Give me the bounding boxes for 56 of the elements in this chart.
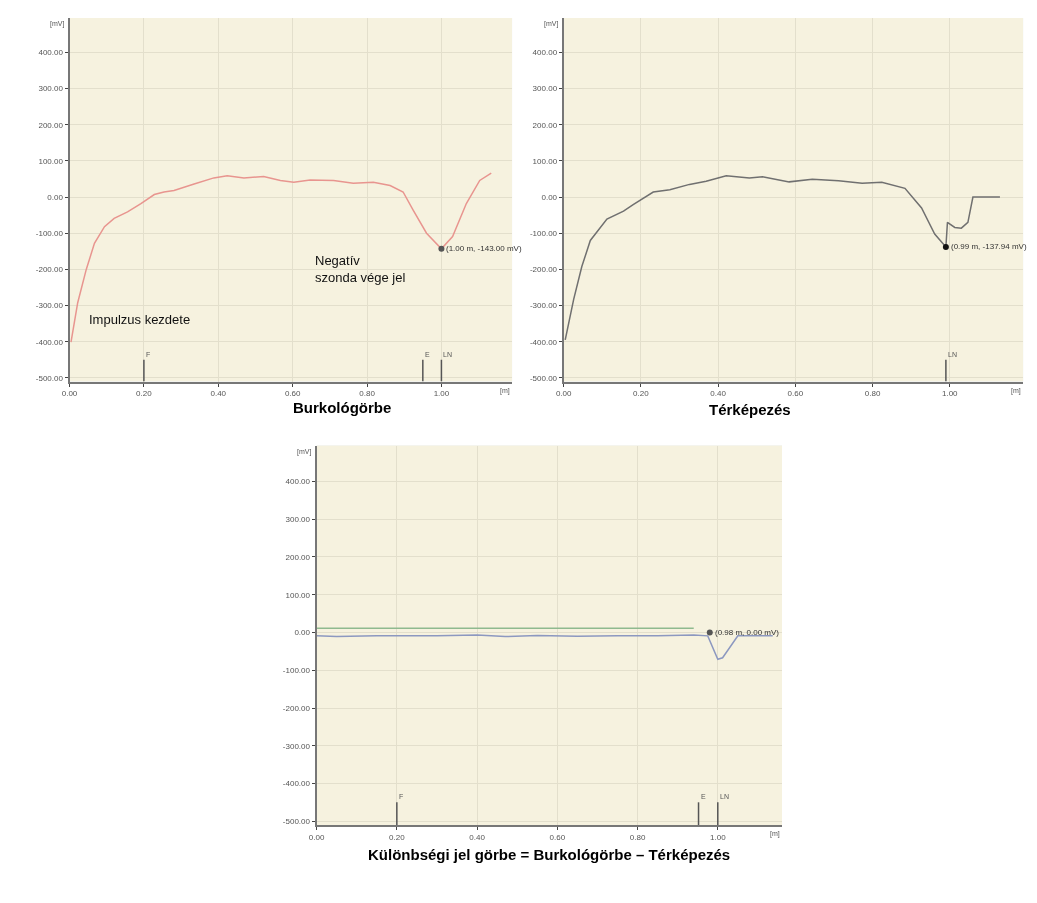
x-tick-label: 0.60: [284, 389, 301, 399]
text: Térképezés: [709, 401, 791, 418]
y-tick-label: 400.00: [38, 48, 64, 58]
x-tick-label: 1.00: [710, 832, 727, 842]
annotation: Negatív szonda vége jel: [315, 253, 406, 285]
y-tick-label: -400.00: [35, 337, 64, 347]
y-tick-label: -300.00: [529, 301, 558, 311]
x-tick-label: 0.60: [787, 389, 804, 399]
x-tick-label: 0.80: [629, 832, 646, 842]
x-tick-label: 0.20: [633, 389, 650, 399]
x-tick-label: 1.00: [433, 389, 450, 399]
x-tick-label: 0.00: [308, 832, 325, 842]
x-tick-label: 0.40: [210, 389, 227, 399]
y-tick-label: 0.00: [47, 192, 64, 202]
x-tick-label: 0.40: [710, 389, 727, 399]
x-tick-label: 0.80: [864, 389, 881, 399]
y-tick-label: 300.00: [532, 84, 558, 94]
x-tick-label: 0.60: [549, 832, 566, 842]
x-tick-label: 0.20: [389, 832, 406, 842]
y-tick-label: -300.00: [35, 301, 64, 311]
annotation: (0.99 m, -137.94 mV): [951, 242, 1027, 251]
y-tick-label: 300.00: [38, 84, 64, 94]
y-tick-label: -200.00: [282, 703, 311, 713]
annotation: (1.00 m, -143.00 mV): [446, 244, 522, 253]
y-tick-label: 400.00: [285, 477, 311, 487]
y-tick-label: -100.00: [529, 229, 558, 239]
x-tick-label: 1.00: [941, 389, 959, 399]
y-tick-label: 300.00: [285, 514, 311, 524]
y-tick-label: -200.00: [35, 265, 64, 275]
text: Burkológörbe: [293, 399, 392, 416]
annotation: Impulzus kezdete: [89, 312, 191, 327]
y-tick-label: -500.00: [529, 373, 558, 383]
y-tick-label: -400.00: [282, 779, 311, 789]
x-tick-label: 0.40: [469, 832, 486, 842]
y-tick-label: 0.00: [294, 628, 311, 638]
text: Különbségi jel görbe = Burkológörbe – Térképezés: [368, 846, 731, 863]
y-tick-label: -500.00: [35, 373, 64, 383]
x-tick-label: 0.20: [136, 389, 153, 399]
y-tick-label: 0.00: [541, 192, 558, 202]
y-tick-label: 100.00: [532, 156, 558, 166]
annotation: (0.98 m, 0.00 mV): [715, 628, 780, 637]
y-tick-label: 200.00: [532, 120, 558, 130]
y-tick-label: -200.00: [529, 265, 558, 275]
y-tick-label: -300.00: [282, 741, 311, 751]
y-tick-label: -100.00: [282, 666, 311, 676]
x-tick-label: 0.00: [61, 389, 78, 399]
y-tick-label: 400.00: [532, 48, 558, 58]
y-tick-label: 200.00: [38, 120, 64, 130]
y-tick-label: -100.00: [35, 229, 64, 239]
x-tick-label: 0.00: [555, 389, 573, 399]
y-tick-label: -400.00: [529, 337, 558, 347]
y-tick-label: 100.00: [38, 156, 64, 166]
y-tick-label: 100.00: [285, 590, 311, 600]
x-tick-label: 0.80: [359, 389, 376, 399]
y-tick-label: 200.00: [285, 552, 311, 562]
y-tick-label: -500.00: [282, 817, 311, 827]
